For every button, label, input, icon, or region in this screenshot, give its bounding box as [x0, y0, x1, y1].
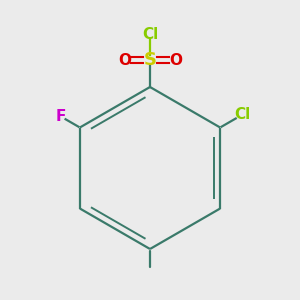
Text: Cl: Cl — [142, 27, 158, 42]
Text: O: O — [118, 52, 131, 68]
Text: Cl: Cl — [234, 107, 250, 122]
Text: F: F — [55, 109, 66, 124]
Text: S: S — [143, 51, 157, 69]
Text: O: O — [169, 52, 182, 68]
